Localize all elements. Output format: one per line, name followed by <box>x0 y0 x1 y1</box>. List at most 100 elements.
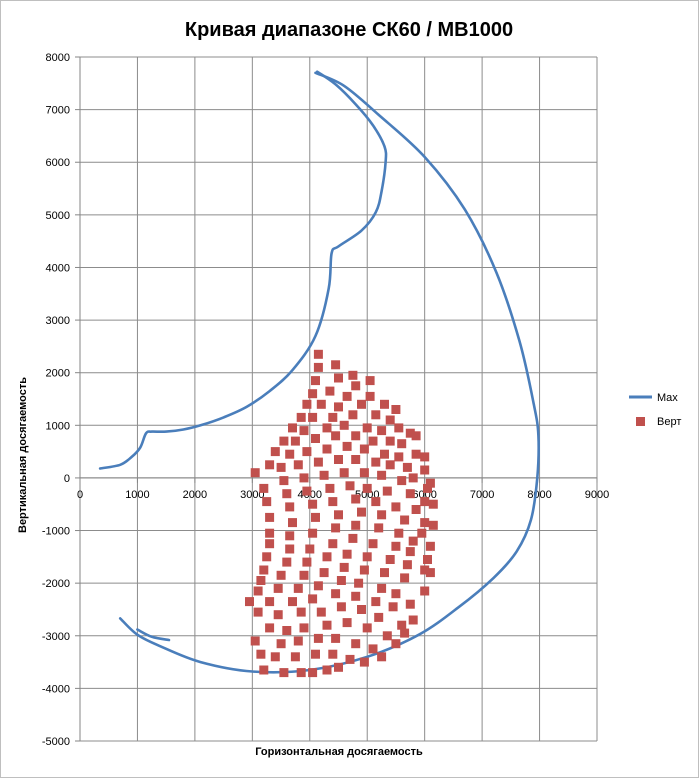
vert-point <box>316 399 326 409</box>
vert-point <box>282 489 292 499</box>
vert-point <box>348 533 358 543</box>
vert-point <box>397 620 407 630</box>
vert-point <box>334 402 343 412</box>
y-axis-label: Вертикальная досягаемость <box>17 377 29 533</box>
vert-point <box>351 431 361 441</box>
vert-point <box>273 583 283 593</box>
vert-point <box>322 620 332 630</box>
y-tick-label: 2000 <box>46 368 70 380</box>
vert-point <box>256 649 266 659</box>
vert-point <box>397 476 407 486</box>
vert-point <box>270 652 280 662</box>
vert-point <box>391 639 401 649</box>
vert-point <box>256 576 266 585</box>
x-tick-label: 1000 <box>125 489 149 501</box>
vert-point <box>394 452 404 462</box>
vert-point <box>285 449 295 459</box>
vert-point <box>408 536 418 546</box>
vert-point <box>402 560 412 570</box>
vert-point <box>308 389 318 399</box>
y-tick-label: 4000 <box>46 262 70 274</box>
vert-point <box>411 431 421 441</box>
vert-point <box>354 578 364 588</box>
vert-point <box>400 573 410 583</box>
vert-point <box>322 444 332 454</box>
vert-point <box>276 462 286 472</box>
vert-point <box>293 636 303 646</box>
vert-point <box>391 502 401 512</box>
y-tick-label: 0 <box>64 473 70 485</box>
vert-point <box>368 539 378 549</box>
vert-point <box>339 468 349 478</box>
vert-point <box>290 436 300 446</box>
vert-point <box>273 610 283 620</box>
vert-point <box>428 499 438 509</box>
x-tick-label: 0 <box>77 489 83 501</box>
vert-point <box>359 468 369 478</box>
vert-point <box>377 583 387 593</box>
vert-point <box>322 423 332 433</box>
vert-point <box>359 657 369 667</box>
vert-point <box>425 568 435 578</box>
vert-point <box>319 568 329 578</box>
vert-point <box>348 410 358 420</box>
vert-point <box>265 597 275 607</box>
vert-point <box>322 552 332 562</box>
vert-point <box>336 576 346 585</box>
vert-point <box>259 483 269 493</box>
plot-series <box>98 70 540 678</box>
vert-point <box>325 386 335 396</box>
vert-point <box>302 399 312 409</box>
vert-point <box>328 649 338 659</box>
vert-point <box>385 436 395 446</box>
vert-point <box>305 544 315 554</box>
vert-point <box>385 555 395 564</box>
vert-point <box>282 557 292 567</box>
vert-point <box>394 528 404 538</box>
vert-point <box>425 541 435 551</box>
vert-point <box>351 381 361 391</box>
vert-point <box>425 478 435 488</box>
vert-point <box>420 518 430 528</box>
vert-point <box>296 607 306 617</box>
vert-point <box>377 510 387 520</box>
vert-point <box>319 470 329 480</box>
vert-point <box>345 654 355 664</box>
vert-point <box>328 497 338 507</box>
vert-point <box>311 376 320 386</box>
vert-point <box>282 626 292 635</box>
vert-point <box>405 428 415 438</box>
vert-point <box>288 423 297 433</box>
vert-point <box>351 591 361 601</box>
vert-point <box>380 449 389 459</box>
vert-point <box>279 668 289 678</box>
vert-point <box>351 494 361 504</box>
vert-point <box>313 349 323 359</box>
vert-point <box>288 597 297 607</box>
vert-point <box>388 602 398 612</box>
vert-point <box>368 436 378 446</box>
vert-point <box>371 597 381 607</box>
max-curve-line-2 <box>136 628 171 642</box>
vert-point <box>405 489 415 499</box>
vert-point <box>250 468 260 478</box>
vert-point <box>308 412 318 422</box>
legend-vert-label: Верт <box>657 416 681 428</box>
max-curve-line-0 <box>118 71 540 674</box>
vert-point <box>293 460 303 470</box>
y-tick-label: 5000 <box>46 210 70 222</box>
max-curve-line-1 <box>98 70 388 470</box>
vert-point <box>400 628 410 638</box>
axes <box>75 56 598 742</box>
vert-point <box>400 515 410 525</box>
vert-point <box>311 434 320 443</box>
vert-point <box>302 486 312 496</box>
vert-point <box>265 623 275 633</box>
vert-point <box>423 483 432 493</box>
vert-point <box>408 615 418 625</box>
vert-point <box>328 539 338 549</box>
vert-point <box>342 549 352 559</box>
vert-point <box>265 512 275 522</box>
x-tick-label: 2000 <box>183 489 207 501</box>
vert-point <box>348 370 358 380</box>
